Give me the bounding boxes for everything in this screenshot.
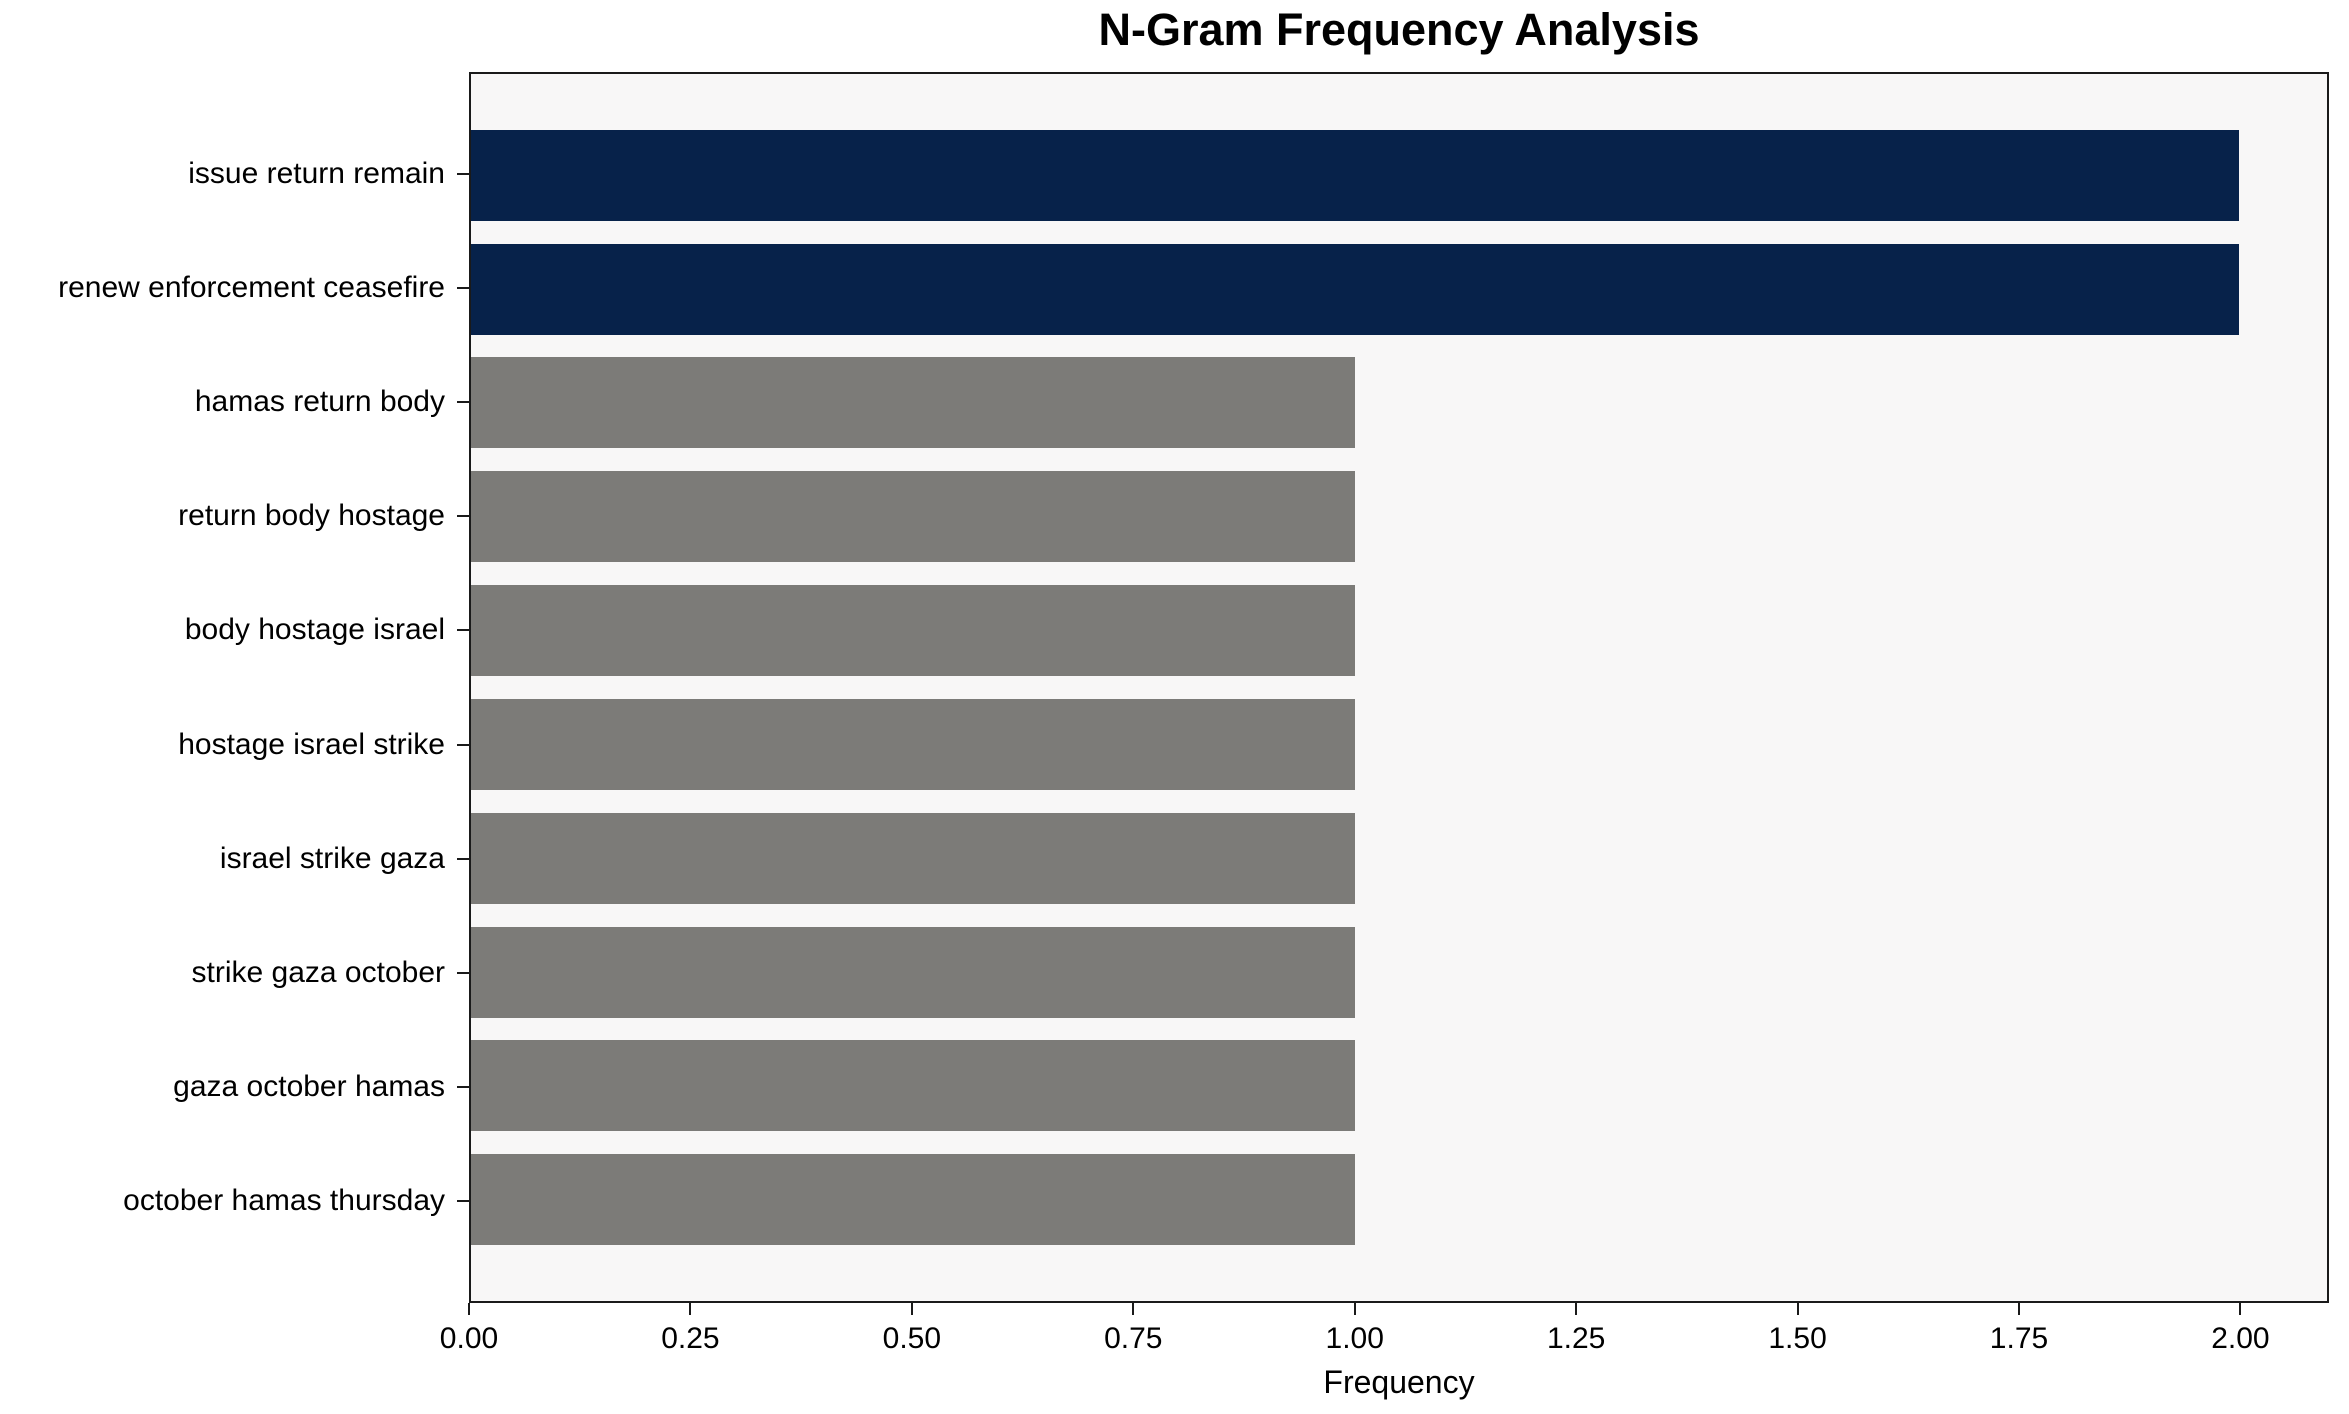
y-tick-label: return body hostage xyxy=(178,499,445,533)
x-tick-label: 0.25 xyxy=(661,1322,720,1355)
bar-israel-strike-gaza xyxy=(471,812,1355,904)
y-tick-mark xyxy=(457,1200,469,1203)
x-tick-mark xyxy=(2239,1303,2242,1315)
y-tick-label: body hostage israel xyxy=(184,613,445,647)
bar-issue-return-remain xyxy=(471,129,2239,221)
y-tick-mark xyxy=(457,286,469,289)
y-tick-label: strike gaza october xyxy=(191,955,445,989)
x-tick-label: 1.50 xyxy=(1768,1322,1827,1355)
y-tick-mark xyxy=(457,172,469,175)
x-tick-label: 2.00 xyxy=(2211,1322,2270,1355)
bar-hamas-return-body xyxy=(471,357,1355,449)
x-tick-label: 1.75 xyxy=(1989,1322,2049,1355)
x-tick-label: 1.25 xyxy=(1546,1322,1606,1355)
bar-october-hamas-thursday xyxy=(471,1154,1355,1246)
y-tick-label: october hamas thursday xyxy=(123,1184,445,1218)
bar-body-hostage-israel xyxy=(471,585,1355,677)
y-tick-label: hostage israel strike xyxy=(178,727,445,761)
plot-area xyxy=(469,72,2329,1303)
x-tick-mark xyxy=(1353,1303,1356,1315)
x-tick-label: 1.00 xyxy=(1325,1322,1384,1355)
y-tick-label: issue return remain xyxy=(188,156,445,190)
x-tick-label: 0.75 xyxy=(1104,1322,1163,1355)
x-tick-mark xyxy=(910,1303,913,1315)
bar-return-body-hostage xyxy=(471,471,1355,563)
bar-hostage-israel-strike xyxy=(471,698,1355,790)
y-tick-label: israel strike gaza xyxy=(219,841,445,875)
x-tick-mark xyxy=(1132,1303,1135,1315)
bar-renew-enforcement-ceasefire xyxy=(471,243,2239,335)
y-tick-mark xyxy=(457,857,469,860)
x-tick-label: 0.00 xyxy=(439,1322,499,1355)
y-tick-mark xyxy=(457,629,469,632)
y-tick-label: hamas return body xyxy=(194,385,445,419)
x-tick-mark xyxy=(1796,1303,1799,1315)
y-tick-label: renew enforcement ceasefire xyxy=(58,270,445,304)
y-tick-mark xyxy=(457,1086,469,1089)
x-tick-mark xyxy=(689,1303,692,1315)
y-tick-mark xyxy=(457,971,469,974)
bar-strike-gaza-october xyxy=(471,926,1355,1018)
y-tick-mark xyxy=(457,743,469,746)
bar-gaza-october-hamas xyxy=(471,1040,1355,1132)
y-tick-label: gaza october hamas xyxy=(173,1070,445,1104)
x-tick-mark xyxy=(2018,1303,2020,1315)
x-axis-title: Frequency xyxy=(1323,1364,1475,1400)
x-tick-label: 0.50 xyxy=(882,1322,942,1355)
chart-title: N-Gram Frequency Analysis xyxy=(1098,4,1700,55)
y-tick-mark xyxy=(457,515,469,518)
y-tick-mark xyxy=(457,401,469,404)
x-tick-mark xyxy=(1575,1303,1578,1315)
x-tick-mark xyxy=(468,1303,470,1315)
